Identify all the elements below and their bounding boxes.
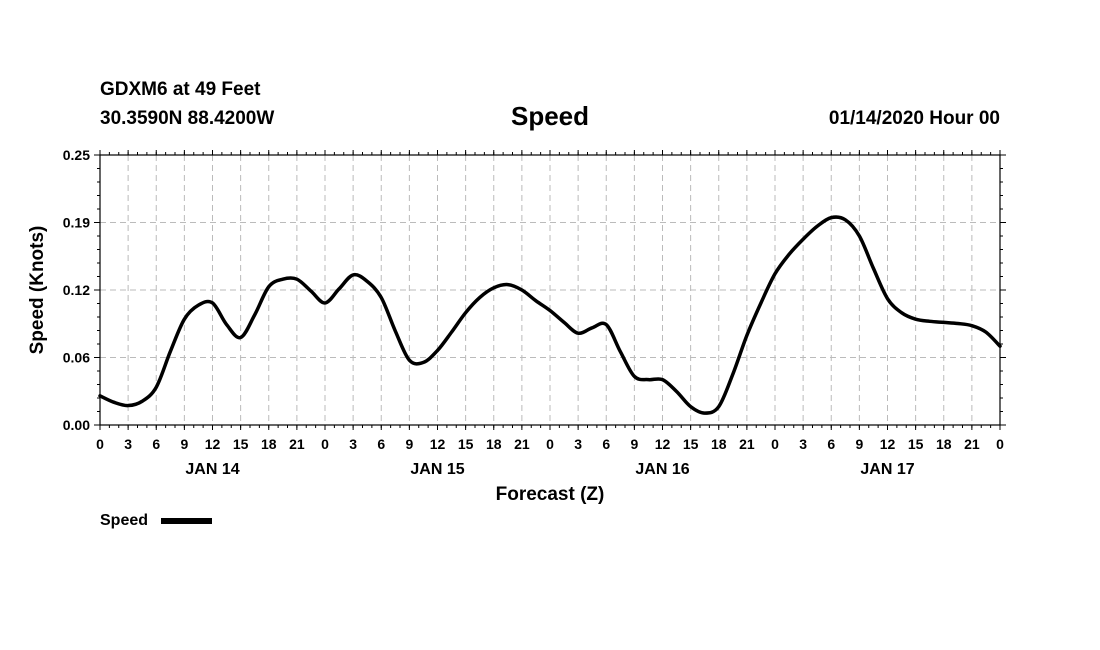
y-tick-label: 0.19 <box>63 215 90 231</box>
plot-frame <box>99 154 1001 426</box>
x-tick-label: 12 <box>880 436 896 452</box>
y-axis-label: Speed (Knots) <box>27 226 48 355</box>
x-tick-label: 0 <box>771 436 779 452</box>
date-label: 01/14/2020 Hour 00 <box>829 108 1000 129</box>
x-tick-label: 3 <box>124 436 132 452</box>
x-tick-label: 9 <box>630 436 638 452</box>
day-labels: JAN 14 JAN 15 JAN 16 JAN 17 <box>185 461 914 478</box>
x-tick-label: 6 <box>602 436 610 452</box>
x-tick-label: 0 <box>96 436 104 452</box>
x-axis-label: Forecast (Z) <box>496 484 605 505</box>
x-tick-label: 15 <box>233 436 249 452</box>
station-label: GDXM6 at 49 Feet <box>100 79 261 100</box>
y-tick-labels: 0.00 0.06 0.12 0.19 0.25 <box>63 147 90 433</box>
x-tick-labels: 0 3 6 9 12 15 18 21 0 3 6 9 12 15 18 21 0 3 6 9 12 15 18 21 0 3 6 9… <box>96 436 1004 452</box>
x-tick-label: 3 <box>799 436 807 452</box>
x-tick-label: 15 <box>458 436 474 452</box>
x-tick-label: 0 <box>321 436 329 452</box>
y-tick-label: 0.00 <box>63 417 90 433</box>
x-tick-label: 21 <box>514 436 530 452</box>
x-tick-label: 6 <box>152 436 160 452</box>
legend-label: Speed <box>100 512 148 529</box>
day-label: JAN 17 <box>860 461 914 478</box>
day-label: JAN 16 <box>635 461 689 478</box>
location-label: 30.3590N 88.4200W <box>100 108 274 129</box>
x-tick-label: 18 <box>711 436 727 452</box>
x-tick-label: 15 <box>908 436 924 452</box>
x-tick-label: 0 <box>996 436 1004 452</box>
x-tick-label: 18 <box>261 436 277 452</box>
x-tick-label: 12 <box>430 436 446 452</box>
x-tick-label: 6 <box>827 436 835 452</box>
speed-series-line <box>98 215 1002 415</box>
x-tick-label: 12 <box>205 436 221 452</box>
grid-lines <box>100 155 1000 425</box>
x-tick-label: 9 <box>180 436 188 452</box>
x-tick-label: 6 <box>377 436 385 452</box>
x-tick-label: 18 <box>936 436 952 452</box>
day-label: JAN 15 <box>410 461 464 478</box>
x-tick-label: 21 <box>289 436 305 452</box>
x-tick-label: 9 <box>405 436 413 452</box>
x-tick-label: 0 <box>546 436 554 452</box>
x-tick-label: 12 <box>655 436 671 452</box>
x-tick-label: 3 <box>349 436 357 452</box>
x-tick-label: 3 <box>574 436 582 452</box>
chart-title: Speed <box>511 101 589 131</box>
y-tick-label: 0.06 <box>63 350 90 366</box>
x-tick-label: 15 <box>683 436 699 452</box>
x-tick-label: 21 <box>739 436 755 452</box>
x-tick-label: 21 <box>964 436 980 452</box>
x-tick-label: 9 <box>855 436 863 452</box>
x-tick-label: 18 <box>486 436 502 452</box>
y-tick-label: 0.25 <box>63 147 90 163</box>
y-tick-label: 0.12 <box>63 282 90 298</box>
day-label: JAN 14 <box>185 461 239 478</box>
